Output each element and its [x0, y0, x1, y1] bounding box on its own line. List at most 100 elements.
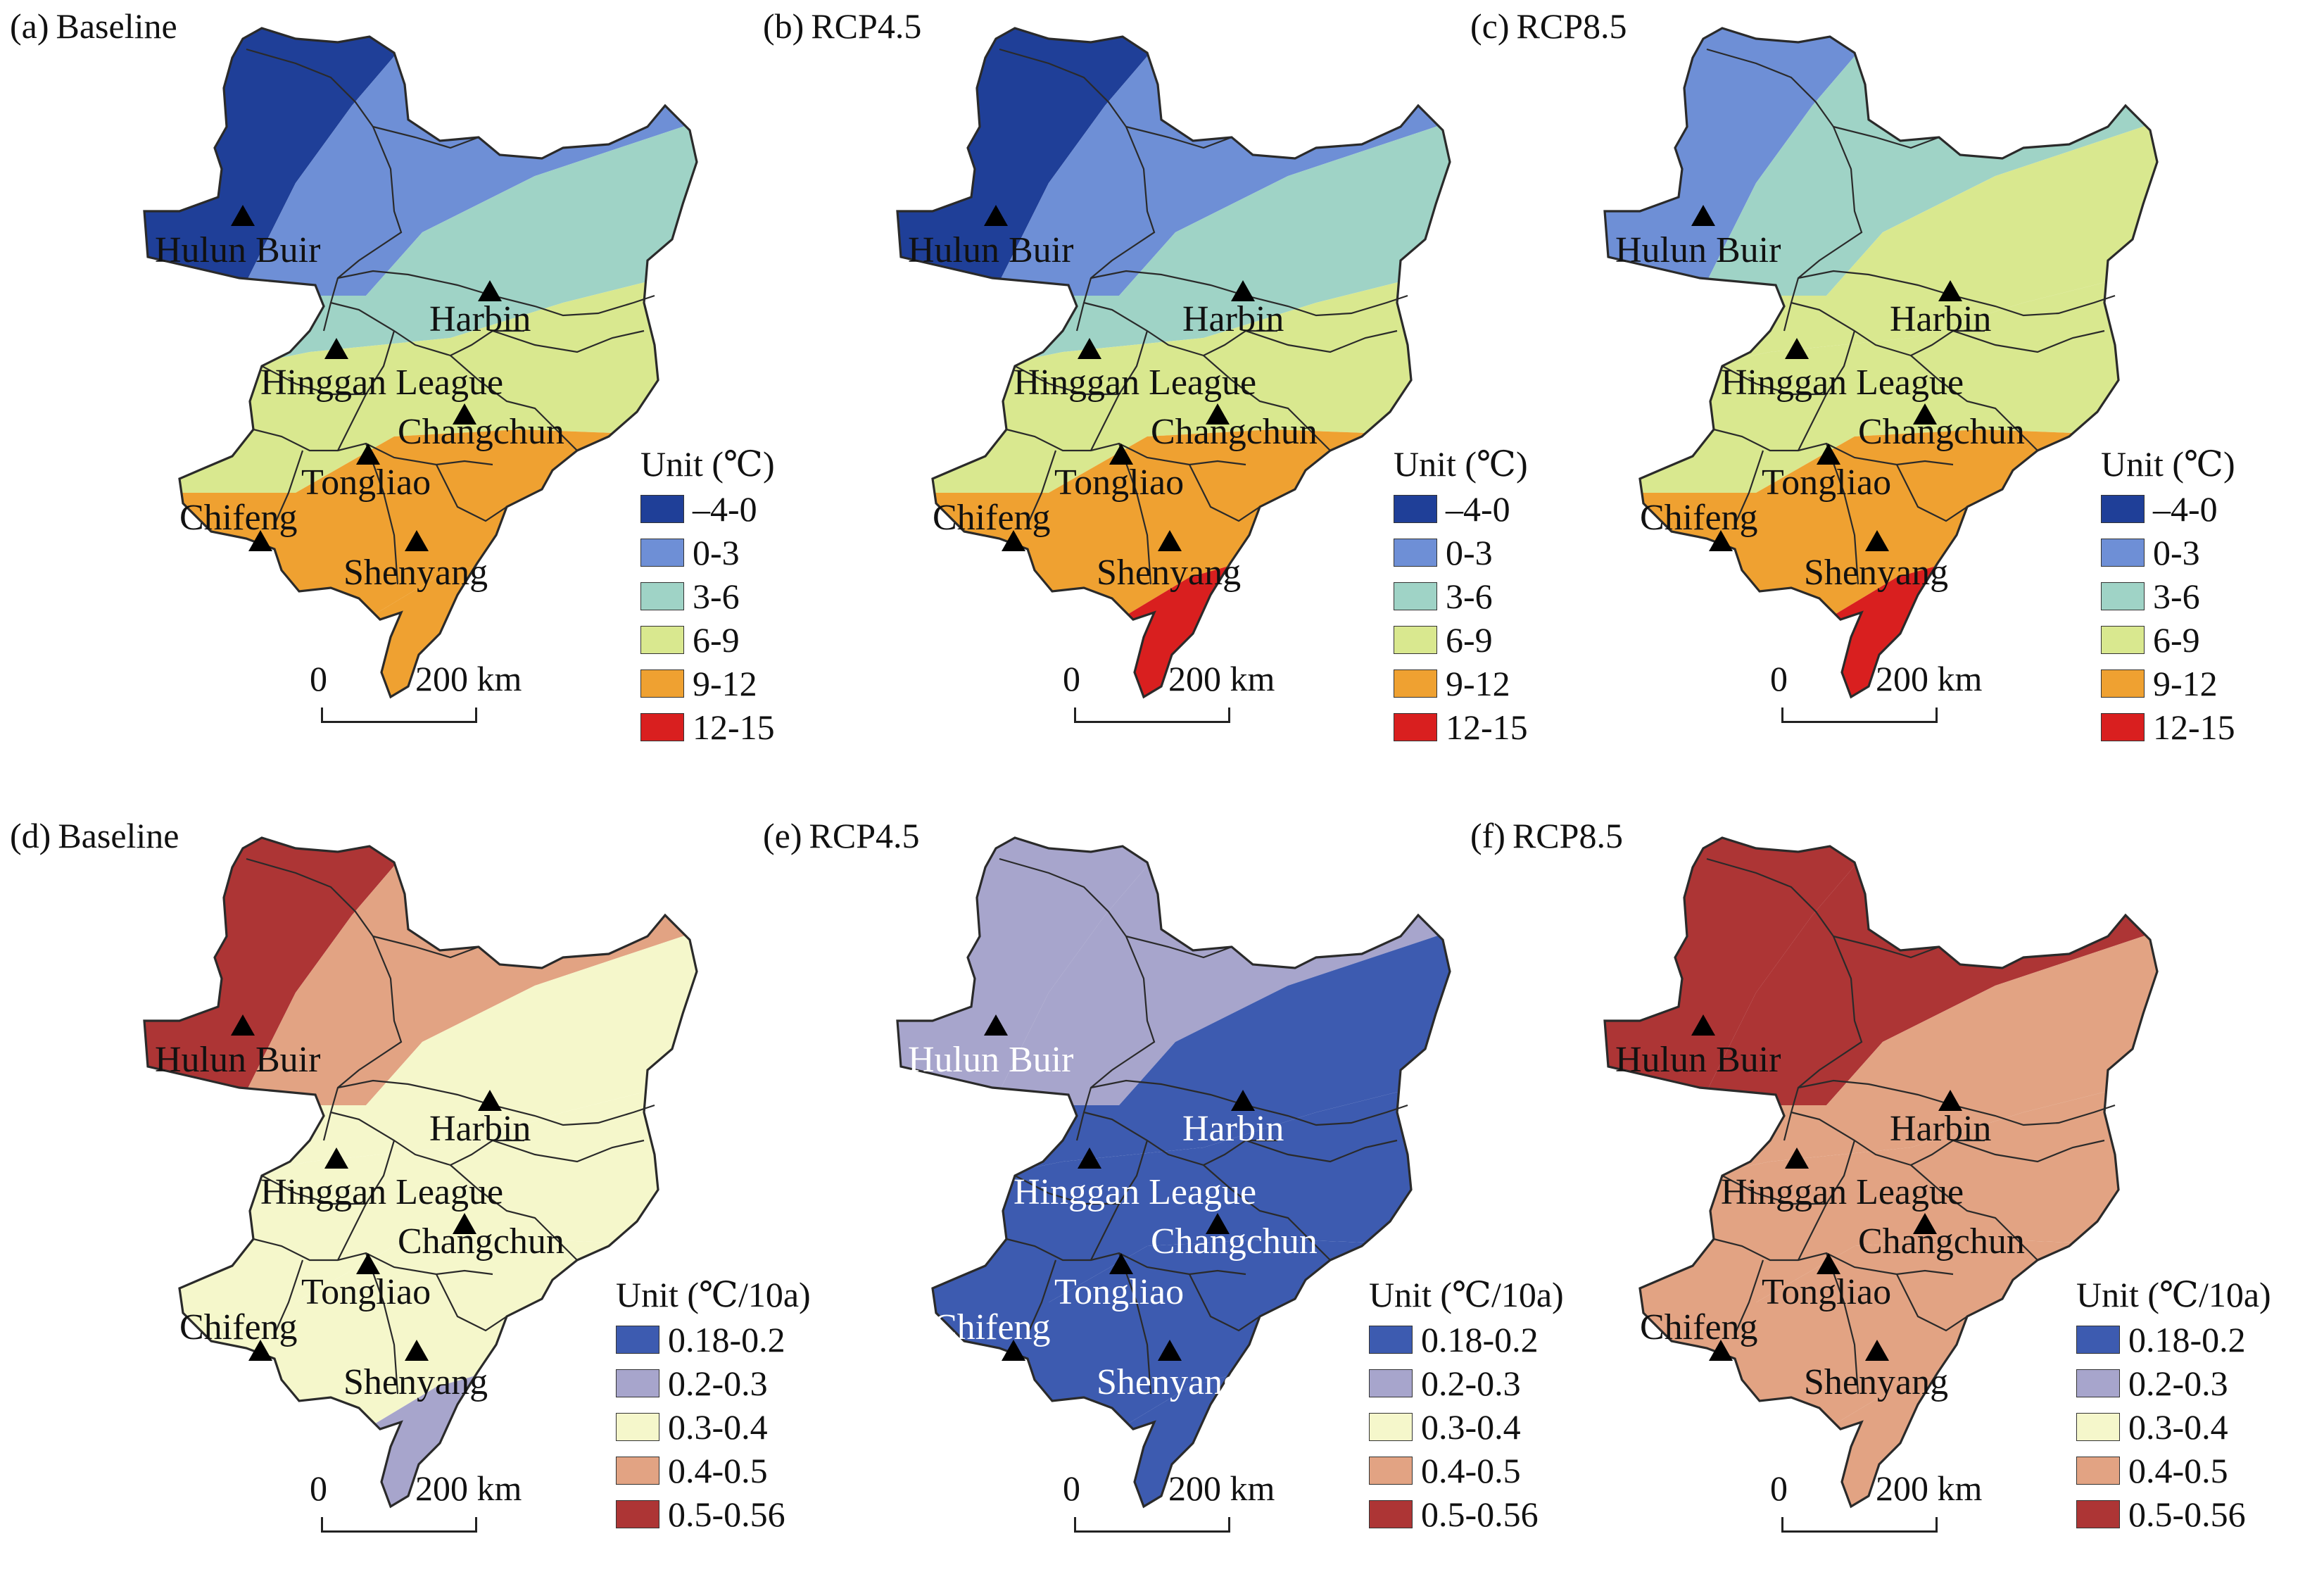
province-boundary	[450, 1164, 578, 1261]
city-label: Harbin	[1890, 299, 1991, 339]
scale-zero-label: 0	[310, 1469, 327, 1508]
legend-item: 6-9	[640, 618, 775, 662]
panel-title: (e) RCP4.5	[763, 815, 920, 856]
province-boundary	[1798, 1079, 2116, 1126]
city-label: Harbin	[429, 299, 531, 339]
province-boundary	[1203, 355, 1331, 451]
province-boundary	[1833, 125, 1940, 149]
city-marker-icon	[324, 1147, 348, 1169]
city-marker-icon	[1938, 1090, 1962, 1111]
province-boundary	[1825, 443, 1859, 585]
legend-item: 12-15	[640, 705, 775, 749]
province-boundary	[365, 443, 399, 585]
legend-swatch	[1369, 1369, 1413, 1397]
scale-distance-label: 200 km	[1168, 1469, 1275, 1508]
city-label: Harbin	[1890, 1109, 1991, 1149]
city-marker-icon	[478, 1090, 502, 1111]
city-label: Chifeng	[933, 1307, 1051, 1347]
city-marker-icon	[231, 205, 255, 226]
legend-item: 12-15	[1394, 705, 1528, 749]
panel-letter: (c)	[1470, 6, 1510, 46]
province-boundary	[1125, 125, 1232, 149]
city-marker-icon	[1817, 444, 1840, 465]
legend-label: 0.3-0.4	[1421, 1407, 1521, 1447]
province-boundary	[1791, 1111, 1985, 1166]
city-label: Tongliao	[1762, 463, 1891, 503]
city-label: Changchun	[398, 412, 564, 452]
province-boundary	[1090, 270, 1408, 317]
value-zone	[144, 28, 697, 296]
legend: Unit (℃) –4-0 0-3 3-6 6-9 9-12 12-15	[1394, 444, 1528, 749]
province-boundary	[1026, 1259, 1057, 1335]
legend-swatch	[616, 1369, 659, 1397]
value-zone	[1605, 28, 2157, 296]
legend-label: 9-12	[1446, 664, 1510, 703]
legend-item: 6-9	[2101, 618, 2235, 662]
map-panel-c: Hulun Buir Harbin Hinggan League Changchun T…	[1460, 0, 2235, 781]
legend-label: 0.5-0.56	[2128, 1495, 2246, 1534]
province-boundary	[330, 301, 524, 357]
legend-swatch	[2076, 1326, 2120, 1354]
city-label: Hulun Buir	[908, 230, 1073, 270]
legend-swatch	[1394, 495, 1437, 523]
region-outline	[1603, 836, 2159, 1509]
legend-label: 6-9	[693, 620, 740, 660]
legend-item: 9-12	[640, 662, 775, 705]
city-marker-icon	[231, 1014, 255, 1036]
city-label: Hulun Buir	[908, 1040, 1073, 1080]
city-label: Tongliao	[301, 1272, 431, 1312]
province-boundary	[273, 1259, 304, 1335]
legend-label: 0.3-0.4	[668, 1407, 768, 1447]
panel-letter: (b)	[763, 6, 804, 46]
legend-item: 0.18-0.2	[1369, 1318, 1564, 1362]
legend-item: 0-3	[2101, 531, 2235, 574]
province-boundary	[1910, 1164, 2038, 1261]
city-marker-icon	[1865, 530, 1889, 551]
city-marker-icon	[1206, 403, 1230, 425]
value-zone	[239, 929, 697, 1176]
province-boundary	[1014, 365, 1119, 396]
map-panel-f: Hulun Buir Harbin Hinggan League Changchun T…	[1460, 810, 2271, 1591]
city-label: Shenyang	[1804, 553, 1948, 593]
map-panel-e: Hulun Buir Harbin Hinggan League Changchun T…	[753, 810, 1564, 1591]
legend-item: 0.18-0.2	[616, 1318, 811, 1362]
city-label: Changchun	[1151, 412, 1318, 452]
province-boundary	[436, 464, 507, 522]
legend-swatch	[1369, 1413, 1413, 1441]
legend-item: –4-0	[2101, 487, 2235, 531]
city-marker-icon	[1913, 1213, 1937, 1234]
city-label: Tongliao	[1054, 1272, 1184, 1312]
region-outline	[143, 836, 698, 1509]
province-boundary	[365, 1252, 399, 1395]
city-label: Harbin	[1182, 1109, 1284, 1149]
panel-letter: (f)	[1470, 816, 1505, 855]
province-boundary	[1791, 301, 1985, 357]
city-label: Chifeng	[1640, 1307, 1758, 1347]
city-marker-icon	[356, 1253, 380, 1274]
legend-label: 0.2-0.3	[2128, 1364, 2228, 1403]
province-boundary	[1090, 1079, 1408, 1126]
panel-title: (a) Baseline	[10, 6, 177, 46]
province-boundary	[1733, 1259, 1764, 1335]
city-label: Shenyang	[1804, 1362, 1948, 1402]
panel-letter: (e)	[763, 816, 802, 855]
legend-swatch	[640, 626, 684, 654]
province-boundary	[337, 1079, 655, 1126]
city-marker-icon	[1691, 1014, 1715, 1036]
legend-item: 0.4-0.5	[2076, 1449, 2271, 1492]
value-zone	[1605, 838, 2157, 1105]
legend-swatch	[2076, 1500, 2120, 1528]
province-boundary	[1245, 329, 1398, 353]
legend-item: 3-6	[2101, 574, 2235, 618]
legend-swatch	[2101, 669, 2145, 698]
city-label: Harbin	[1182, 299, 1284, 339]
legend-title: Unit (℃)	[1394, 444, 1528, 484]
legend-item: 0.2-0.3	[2076, 1362, 2271, 1405]
scale-line	[321, 708, 477, 723]
city-label: Shenyang	[1097, 553, 1241, 593]
legend-swatch	[616, 1326, 659, 1354]
legend-label: 0.5-0.56	[1421, 1495, 1539, 1534]
city-label: Hinggan League	[260, 1172, 503, 1212]
city-label: Chifeng	[1640, 498, 1758, 538]
scenario-label: Baseline	[56, 6, 177, 46]
